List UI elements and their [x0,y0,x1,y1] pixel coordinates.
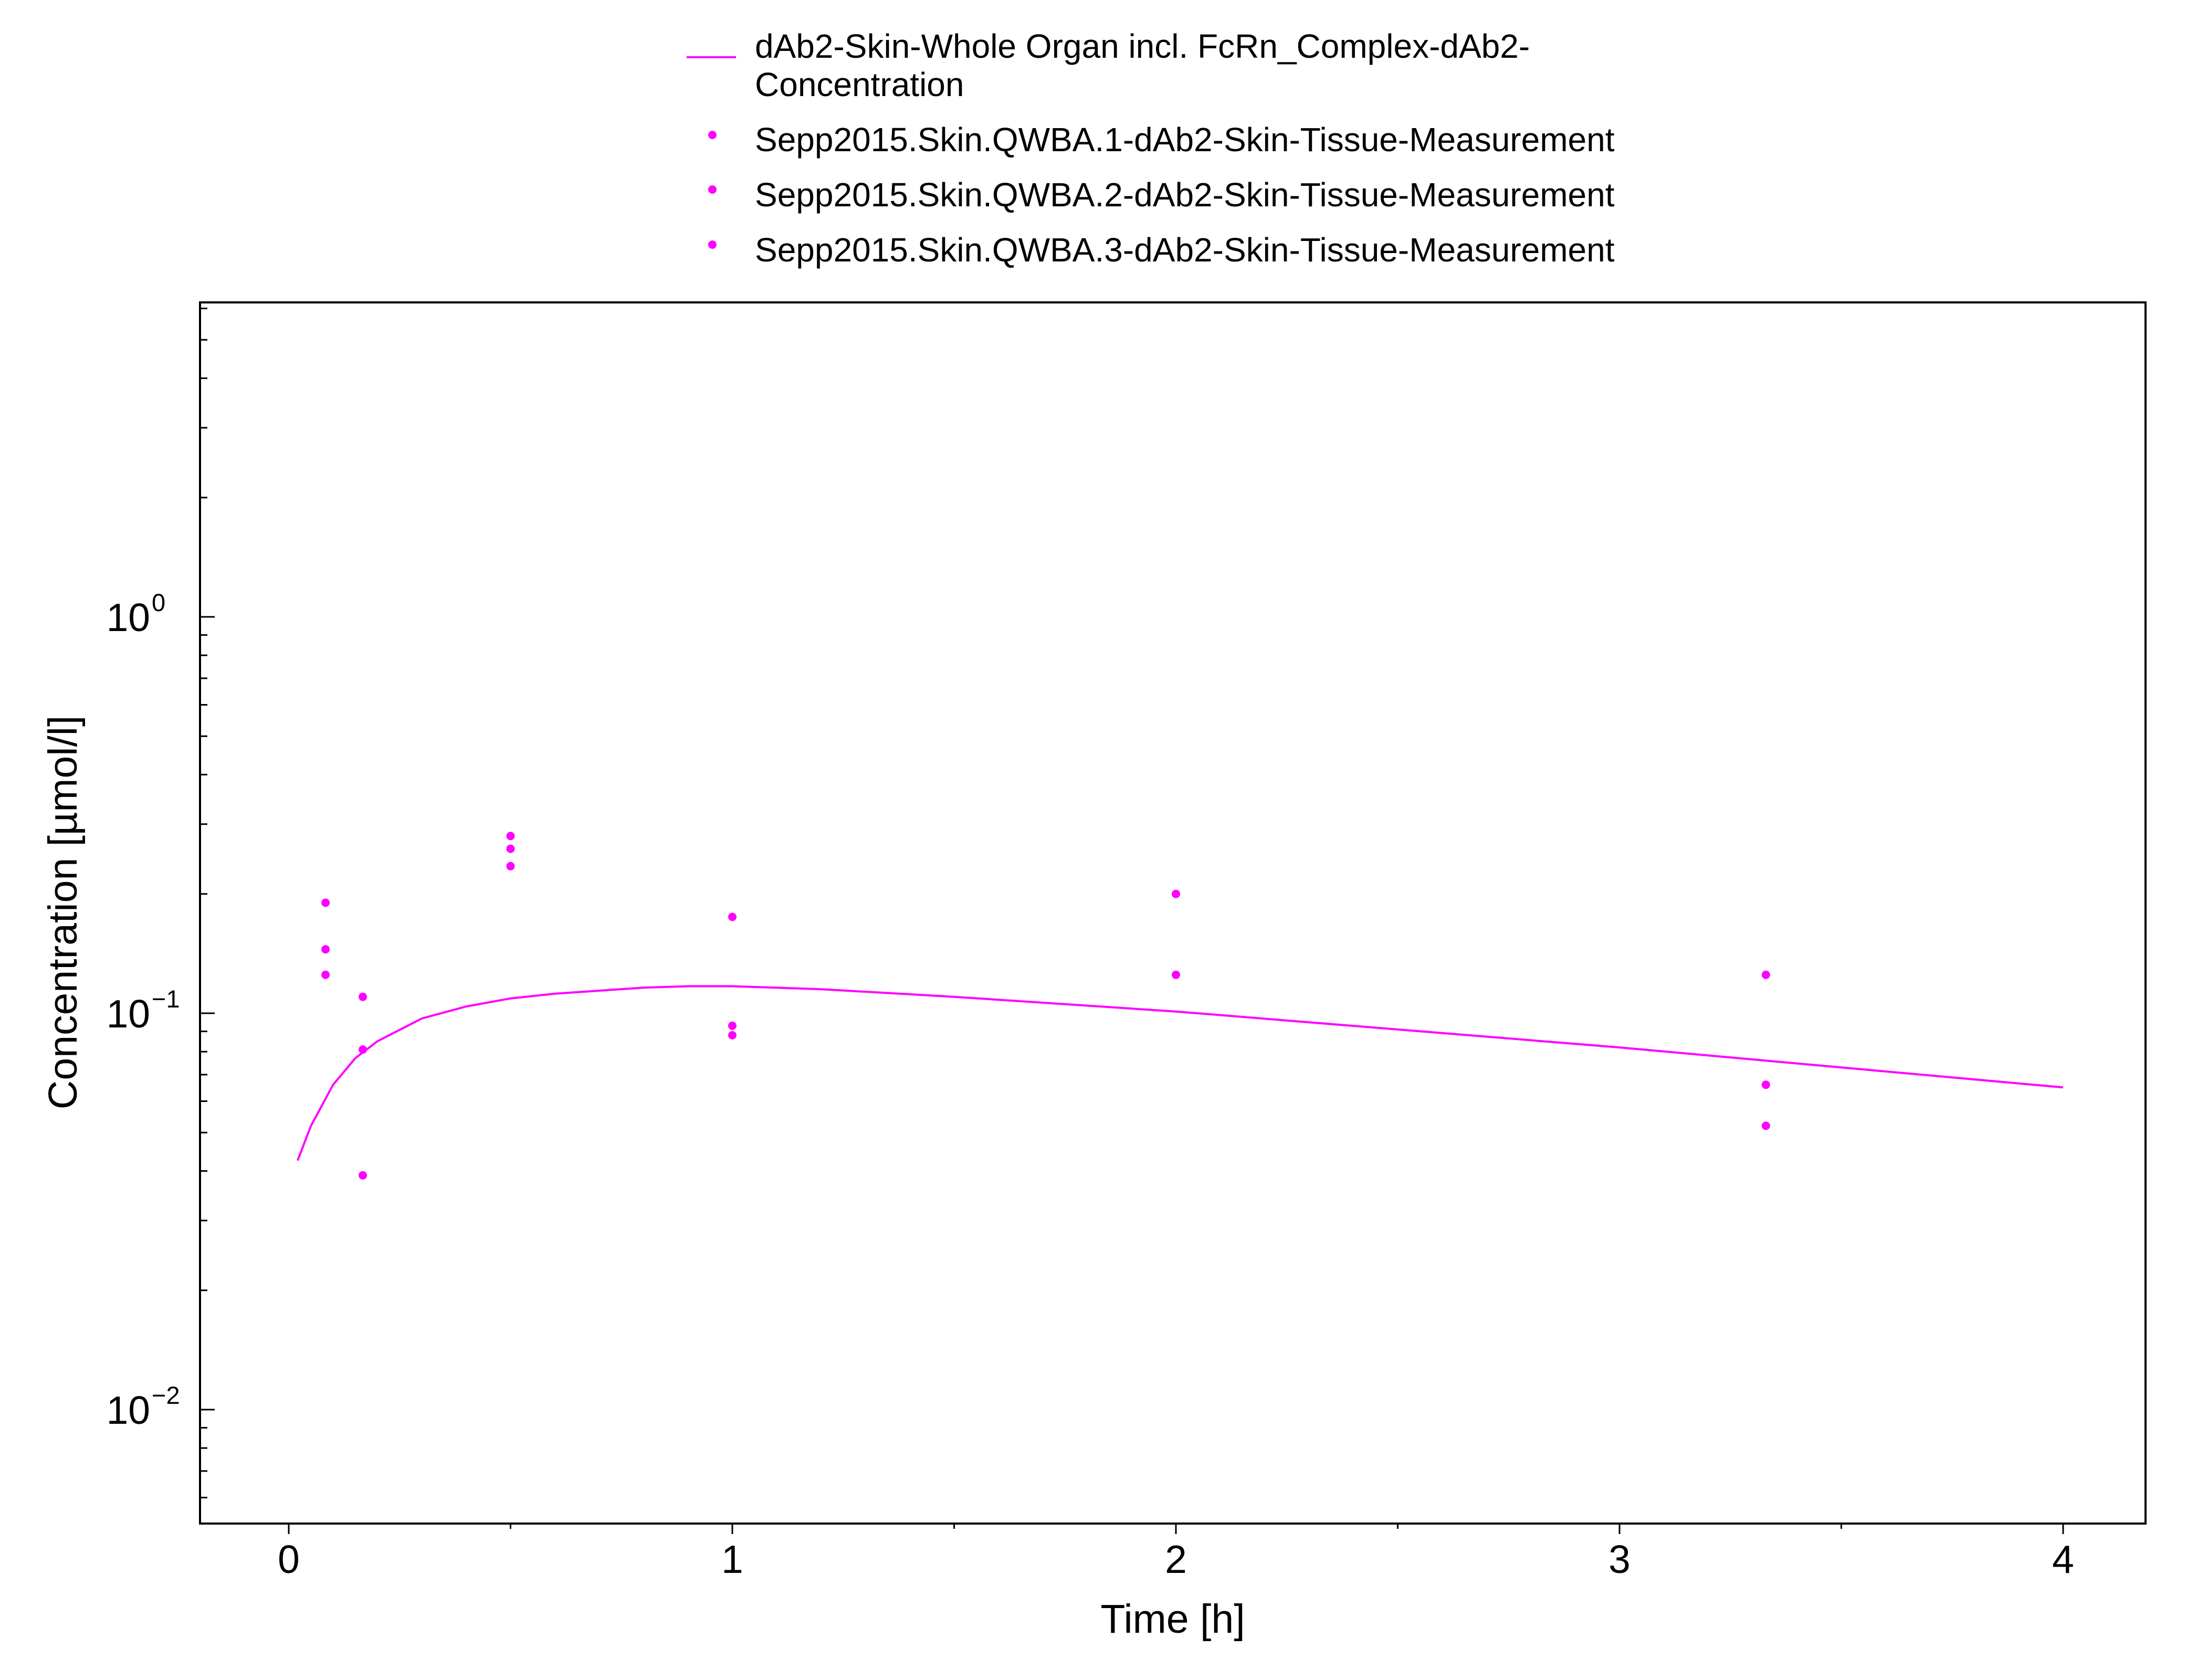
data-point-series-2 [728,1021,737,1030]
data-point-series-1 [506,832,515,841]
legend-label-line-1: dAb2-Skin-Whole Organ incl. FcRn_Complex… [755,27,1530,65]
data-point-series-1 [728,912,737,921]
y-tick-label: 10 [107,992,150,1036]
y-axis-label: Concentration [µmol/l] [40,716,86,1110]
x-tick-label: 0 [278,1537,300,1581]
legend-marker-series-1 [708,131,717,139]
data-point-series-1 [1761,970,1770,979]
y-tick-exponent: −1 [152,985,180,1013]
y-minor-ticks [200,307,207,1498]
data-point-series-3 [728,1031,737,1040]
x-tick-label: 2 [1165,1537,1187,1581]
y-tick-exponent: 0 [152,589,165,616]
data-point-series-2 [359,1045,367,1054]
data-point-series-3 [1761,1121,1770,1130]
legend-label-series-1: Sepp2015.Skin.QWBA.1-dAb2-Skin-Tissue-Me… [755,121,1615,159]
x-tick-label: 4 [2052,1537,2074,1581]
legend-label-line-2: Concentration [755,66,964,103]
data-point-series-1 [1172,889,1180,898]
data-point-series-1 [321,898,330,907]
x-axis-label: Time [h] [1100,1597,1245,1642]
legend-marker-series-3 [708,240,717,249]
data-point-series-2 [321,945,330,954]
x-tick-label: 1 [721,1537,743,1581]
simulation-line [297,985,2064,1161]
data-point-series-2 [1172,970,1180,979]
data-point-series-1 [359,992,367,1001]
x-ticks: 0 1 2 3 4 [278,1524,2074,1581]
measurement-points [321,832,1770,1180]
data-point-series-2 [506,844,515,853]
legend-marker-series-2 [708,185,717,194]
y-tick-label: 10 [107,595,150,639]
data-point-series-2 [1761,1080,1770,1089]
legend-label-series-2: Sepp2015.Skin.QWBA.2-dAb2-Skin-Tissue-Me… [755,176,1615,214]
y-tick-label: 10 [107,1388,150,1432]
data-point-series-3 [359,1171,367,1180]
legend: dAb2-Skin-Whole Organ incl. FcRn_Complex… [687,27,1615,269]
data-point-series-3 [321,970,330,979]
plot-area-frame [199,301,2147,1525]
data-point-series-3 [506,862,515,870]
y-tick-exponent: −2 [152,1381,180,1409]
legend-label-series-3: Sepp2015.Skin.QWBA.3-dAb2-Skin-Tissue-Me… [755,231,1615,269]
x-tick-label: 3 [1608,1537,1631,1581]
